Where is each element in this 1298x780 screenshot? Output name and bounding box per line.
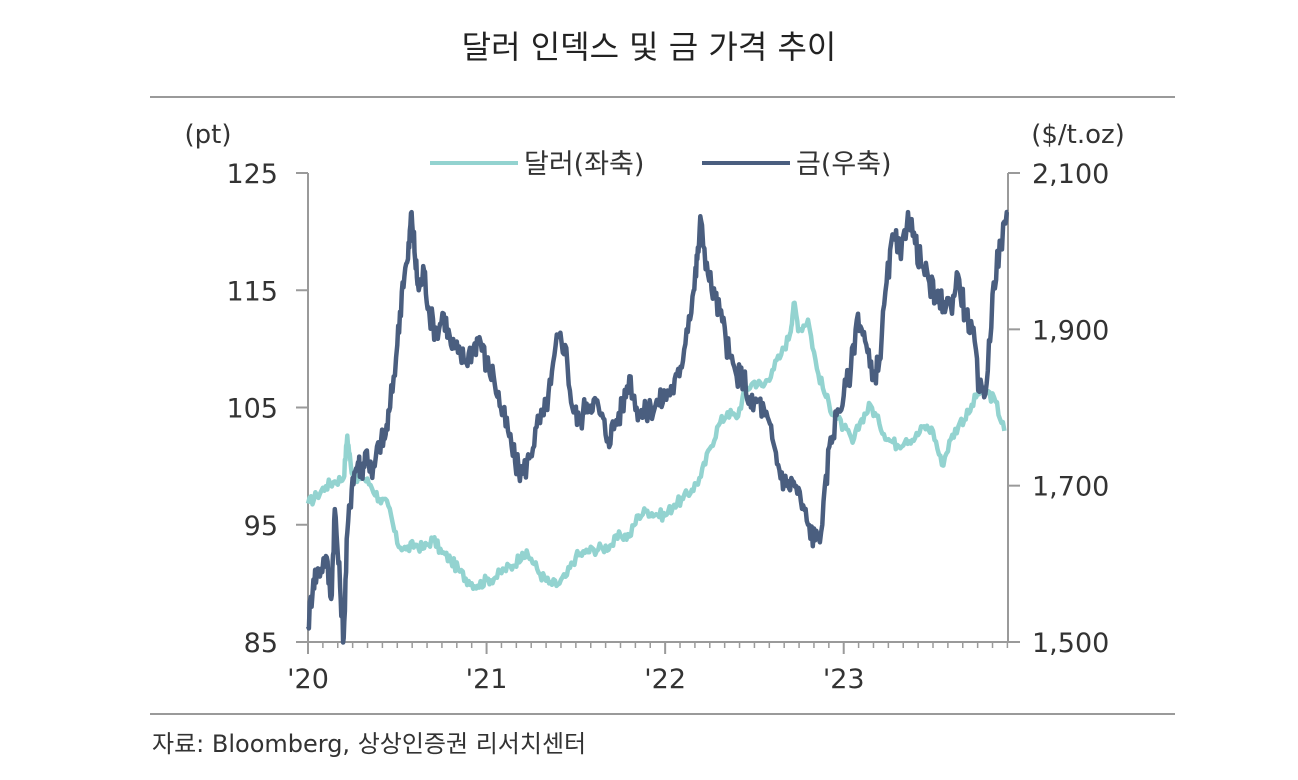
right-tick-label: 1,900 — [1032, 315, 1109, 346]
series-group — [305, 209, 1010, 645]
left-tick-label: 85 — [244, 628, 278, 659]
legend-label-dollar: 달러(좌축) — [524, 149, 644, 180]
left-axis-unit: (pt) — [185, 120, 232, 150]
left-tick-label: 125 — [226, 159, 278, 190]
left-tick-label: 105 — [226, 394, 278, 425]
source-note: 자료: Bloomberg, 상상인증권 리서치센터 — [152, 730, 586, 758]
series-line-gold — [305, 209, 1010, 645]
right-axis-unit: ($/t.oz) — [1031, 120, 1125, 150]
left-tick-label: 115 — [226, 276, 278, 307]
x-tick-label: '21 — [466, 664, 508, 695]
series-line-dollar — [305, 300, 1007, 592]
x-tick-label: '22 — [644, 664, 686, 695]
legend-label-gold: 금(우축) — [796, 149, 892, 180]
chart-title: 달러 인덱스 및 금 가격 추이 — [462, 28, 837, 66]
right-tick-label: 1,700 — [1032, 472, 1109, 503]
legend: 달러(좌축) 금(우축) — [430, 149, 892, 180]
axes: 125 115 105 95 85 2,100 1,900 1,700 1,500 '20 '21 '… — [226, 159, 1109, 695]
right-tick-label: 1,500 — [1032, 628, 1109, 659]
x-tick-label: '20 — [287, 664, 329, 695]
right-tick-label: 2,100 — [1032, 159, 1109, 190]
left-tick-label: 95 — [244, 511, 278, 542]
x-tick-label: '23 — [823, 664, 865, 695]
